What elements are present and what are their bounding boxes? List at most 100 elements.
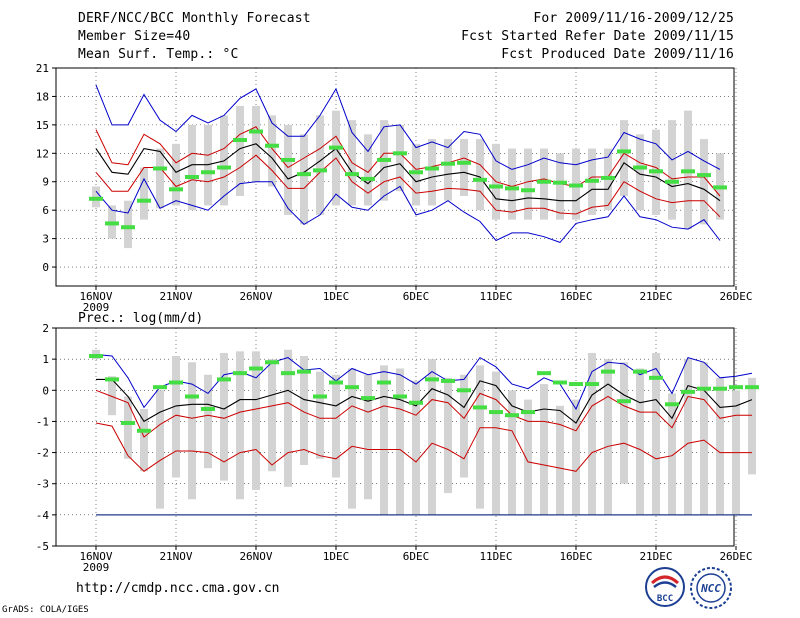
precip-observed-mark bbox=[169, 380, 183, 385]
precip-observed-mark bbox=[153, 385, 167, 390]
precip-ytick-label: -4 bbox=[36, 509, 50, 522]
precip-ytick-label: 0 bbox=[42, 384, 49, 397]
precip-observed-mark bbox=[649, 375, 663, 380]
temperature-observed-mark bbox=[137, 198, 151, 203]
precip-ensemble-bar bbox=[508, 390, 516, 515]
temperature-observed-mark bbox=[697, 173, 711, 178]
precip-ensemble-bar bbox=[636, 368, 644, 515]
temperature-ensemble-bar bbox=[444, 139, 452, 201]
temperature-ensemble-bar bbox=[668, 120, 676, 220]
temperature-ensemble-bar bbox=[460, 139, 468, 196]
temperature-ytick-label: 0 bbox=[42, 261, 49, 274]
precip-ensemble-bar bbox=[108, 376, 116, 416]
temperature-ytick-label: 15 bbox=[36, 119, 49, 132]
precip-xtick-label: 26DEC bbox=[719, 550, 752, 563]
temperature-panel: 0 3 6 9 12 15 18 21 16NOV 21NOV 26NOV 1DEC 6DEC 11DEC… bbox=[36, 62, 753, 314]
temperature-ensemble-bar bbox=[508, 148, 516, 220]
precip-ensemble-bar bbox=[460, 374, 468, 478]
temperature-observed-mark bbox=[505, 186, 519, 191]
temperature-ytick-label: 9 bbox=[42, 176, 49, 189]
source-url[interactable]: http://cmdp.ncc.cma.gov.cn bbox=[76, 581, 280, 596]
precip-ensemble-bar bbox=[652, 352, 660, 515]
temperature-xtick-label: 6DEC bbox=[403, 290, 430, 303]
precip-ensemble-bar bbox=[572, 399, 580, 515]
temperature-observed-mark bbox=[249, 129, 263, 134]
temperature-xtick-label: 16NOV bbox=[79, 290, 112, 303]
bcc-logo: BCC bbox=[645, 567, 685, 607]
temperature-observed-mark bbox=[601, 175, 615, 180]
variable-label: Mean Surf. Temp.: °C bbox=[78, 47, 239, 62]
temperature-observed-mark bbox=[473, 177, 487, 182]
temperature-observed-mark bbox=[393, 151, 407, 156]
temperature-observed-mark bbox=[345, 172, 359, 177]
temperature-ensemble-bar bbox=[428, 139, 436, 206]
precip-ensemble-bar bbox=[204, 374, 212, 469]
temperature-observed-mark bbox=[281, 157, 295, 162]
temperature-observed-mark bbox=[121, 225, 135, 230]
temperature-observed-mark bbox=[201, 170, 215, 175]
precip-ytick-label: -1 bbox=[36, 415, 49, 428]
temperature-ensemble-bar bbox=[188, 124, 196, 211]
forecast-period: For 2009/11/16-2009/12/25 bbox=[533, 11, 734, 26]
precip-ensemble-bar bbox=[252, 351, 260, 490]
precip-ytick-label: 1 bbox=[42, 353, 49, 366]
precip-observed-mark bbox=[313, 394, 327, 399]
precip-observed-mark bbox=[265, 360, 279, 365]
precip-observed-mark bbox=[329, 380, 343, 385]
precip-observed-mark bbox=[441, 378, 455, 383]
precip-observed-mark bbox=[521, 410, 535, 415]
temperature-observed-mark bbox=[713, 185, 727, 190]
precip-max-line bbox=[95, 354, 753, 411]
precip-ensemble-bar bbox=[492, 371, 500, 515]
precip-observed-mark bbox=[89, 354, 103, 359]
precip-observed-mark bbox=[185, 394, 199, 399]
precip-ensemble-bar bbox=[156, 390, 164, 509]
temperature-observed-mark bbox=[409, 170, 423, 175]
precip-observed-mark bbox=[457, 388, 471, 393]
temperature-ytick-label: 21 bbox=[36, 62, 49, 75]
precip-observed-mark bbox=[729, 385, 743, 390]
temperature-observed-mark bbox=[233, 138, 247, 143]
precip-ensemble-bar bbox=[396, 368, 404, 515]
temperature-ensemble-bar bbox=[268, 115, 276, 187]
precip-ensemble-bar bbox=[604, 359, 612, 515]
temperature-min-line bbox=[95, 177, 721, 243]
precip-observed-mark bbox=[345, 385, 359, 390]
precip-ensemble-bar bbox=[556, 405, 564, 515]
temperature-year-label: 2009 bbox=[83, 301, 110, 314]
precip-year-label: 2009 bbox=[83, 561, 110, 574]
temperature-observed-mark bbox=[313, 168, 327, 173]
precip-title: Prec.: log(mm/d) bbox=[78, 311, 203, 326]
bcc-logo-text: BCC bbox=[657, 594, 673, 604]
temperature-ensemble-bar bbox=[412, 143, 420, 206]
temperature-observed-mark bbox=[665, 179, 679, 184]
grads-credit: GrADS: COLA/IGES bbox=[2, 605, 89, 615]
temperature-ensemble-bar bbox=[156, 148, 164, 209]
temperature-ensemble-bar bbox=[700, 139, 708, 225]
temperature-frame bbox=[55, 67, 735, 287]
temperature-ensemble-bar bbox=[476, 139, 484, 211]
precip-mean-line bbox=[96, 378, 753, 424]
precip-observed-mark bbox=[745, 385, 759, 390]
temperature-observed-mark bbox=[153, 166, 167, 171]
member-size-label: Member Size=40 bbox=[78, 29, 191, 44]
temperature-observed-mark bbox=[441, 161, 455, 166]
temperature-ytick-label: 12 bbox=[36, 147, 49, 160]
precip-ensemble-bar bbox=[476, 365, 484, 509]
precip-ensemble-bar bbox=[172, 356, 180, 478]
precip-ensemble-bar bbox=[700, 362, 708, 515]
precip-xtick-label: 16DEC bbox=[559, 550, 592, 563]
precip-xtick-label: 26NOV bbox=[239, 550, 272, 563]
precip-observed-mark bbox=[377, 380, 391, 385]
precip-observed-mark bbox=[537, 371, 551, 376]
precip-observed-mark bbox=[697, 386, 711, 391]
precip-observed-mark bbox=[617, 399, 631, 404]
precip-observed-mark bbox=[633, 369, 647, 374]
temperature-observed-mark bbox=[105, 221, 119, 226]
precip-ytick-label: -2 bbox=[36, 447, 49, 460]
precip-observed-mark bbox=[569, 382, 583, 387]
precip-ytick-label: -3 bbox=[36, 478, 49, 491]
precip-observed-mark bbox=[201, 406, 215, 411]
precip-observed-mark bbox=[233, 371, 247, 376]
chart-title: DERF/NCC/BCC Monthly Forecast bbox=[78, 11, 311, 26]
